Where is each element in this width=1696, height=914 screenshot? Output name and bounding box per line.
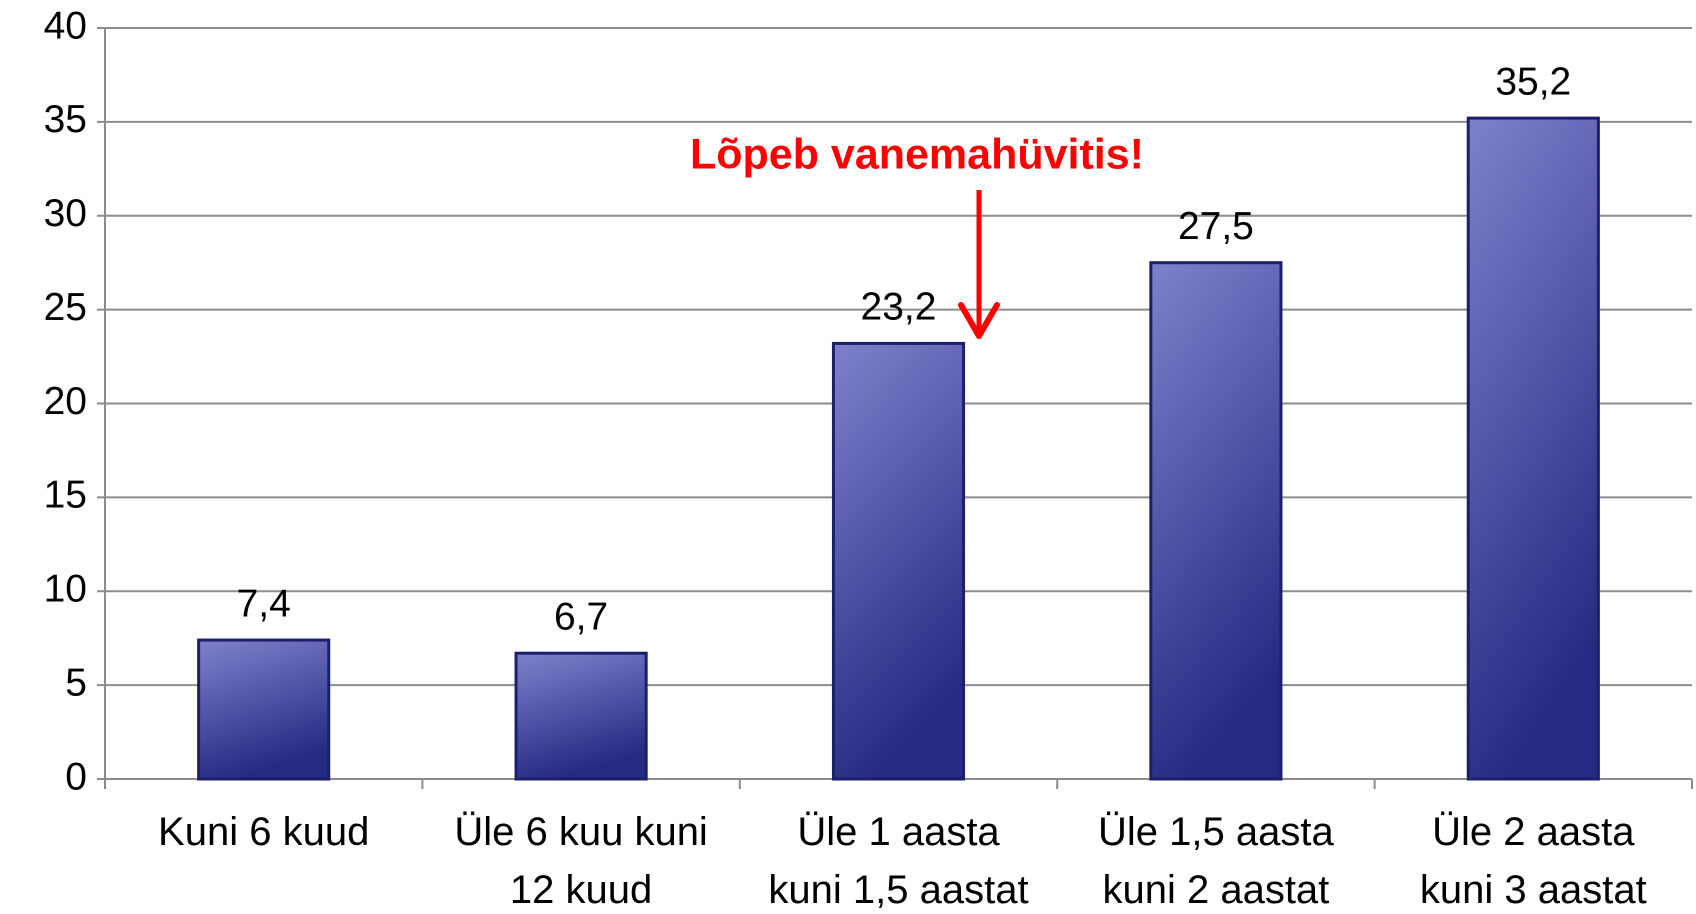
- bar: [1149, 261, 1283, 781]
- value-label: 35,2: [1495, 60, 1571, 103]
- y-tick-label: 0: [65, 755, 87, 798]
- y-tick-label: 15: [44, 474, 87, 517]
- y-tick-label: 20: [44, 380, 87, 423]
- bar: [197, 638, 331, 781]
- y-tick-label: 40: [44, 4, 87, 47]
- y-tick-label: 5: [65, 661, 87, 704]
- value-label: 23,2: [861, 286, 937, 329]
- value-label: 7,4: [237, 582, 291, 625]
- value-label: 27,5: [1178, 205, 1254, 248]
- y-tick-label: 35: [44, 98, 87, 141]
- y-tick-label: 25: [44, 286, 87, 329]
- x-tick-label: Kuni 6 kuud: [158, 810, 370, 854]
- y-tick-label: 10: [44, 568, 87, 611]
- y-tick-label: 30: [44, 192, 87, 235]
- annotation: Lõpeb vanemahüvitis!: [690, 130, 1144, 178]
- value-label: 6,7: [554, 596, 608, 639]
- bar: [514, 651, 648, 781]
- x-tick-label: Üle 1 aasta kuni 1,5 aastat: [768, 810, 1029, 912]
- annotation-arrowhead: [958, 302, 1000, 339]
- x-tick-label: Üle 1,5 aasta kuni 2 aastat: [1098, 810, 1334, 912]
- bar: [831, 341, 966, 781]
- x-tick-label: Üle 6 kuu kuni 12 kuud: [454, 810, 708, 912]
- x-tick-label: Üle 2 aasta kuni 3 aastat: [1419, 810, 1647, 912]
- bar: [1466, 116, 1600, 781]
